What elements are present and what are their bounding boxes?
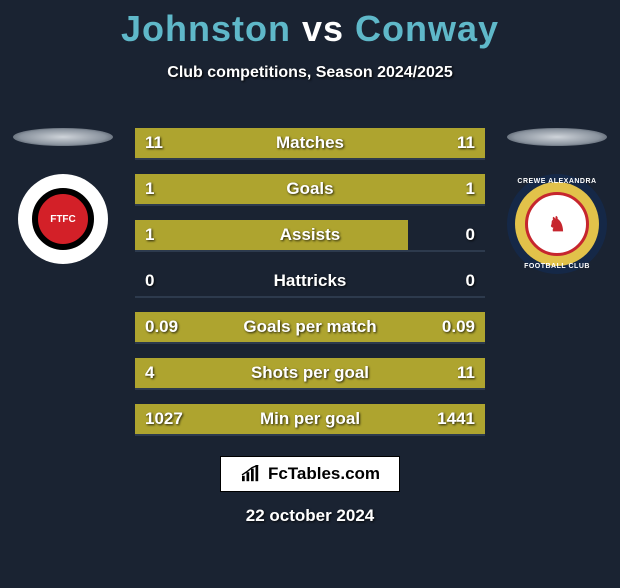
- club-right-badge-mid: ♞: [515, 182, 599, 266]
- bar-row: Goals11: [135, 174, 485, 206]
- bar-value-left: 0: [145, 271, 154, 291]
- bar-value-right: 0: [466, 271, 475, 291]
- club-right-container: CREWE ALEXANDRA ♞ FOOTBALL CLUB: [502, 128, 612, 274]
- shadow-ellipse-right: [507, 128, 607, 146]
- player2-name: Conway: [355, 8, 499, 49]
- player1-name: Johnston: [121, 8, 291, 49]
- bar-left-fill: [135, 404, 279, 434]
- bar-right-fill: [310, 174, 485, 204]
- footer-logo: FcTables.com: [220, 456, 400, 492]
- subtitle: Club competitions, Season 2024/2025: [0, 64, 620, 82]
- bar-row: Assists10: [135, 220, 485, 252]
- club-right-short: ♞: [548, 212, 566, 237]
- footer-logo-text: FcTables.com: [268, 464, 380, 484]
- club-right-badge-inner: ♞: [525, 192, 589, 256]
- club-left-badge: FTFC: [18, 174, 108, 264]
- bar-value-right: 0: [466, 225, 475, 245]
- footer-date: 22 october 2024: [0, 506, 620, 526]
- bar-row: Goals per match0.090.09: [135, 312, 485, 344]
- club-right-badge: CREWE ALEXANDRA ♞ FOOTBALL CLUB: [507, 174, 607, 274]
- bar-row: Shots per goal411: [135, 358, 485, 390]
- club-left-badge-inner: FTFC: [32, 188, 94, 250]
- vs-text: vs: [302, 8, 344, 49]
- bar-label: Hattricks: [135, 271, 485, 291]
- club-left-container: FTFC: [8, 128, 118, 264]
- bar-left-fill: [135, 220, 408, 250]
- comparison-title: Johnston vs Conway: [0, 8, 620, 50]
- bar-row: Matches1111: [135, 128, 485, 160]
- bar-right-fill: [310, 312, 485, 342]
- bar-left-fill: [135, 128, 310, 158]
- club-left-short: FTFC: [50, 214, 76, 225]
- bar-left-fill: [135, 174, 310, 204]
- bar-left-fill: [135, 358, 226, 388]
- club-right-text-bottom: FOOTBALL CLUB: [524, 263, 590, 270]
- bar-right-fill: [310, 128, 485, 158]
- bar-row: Min per goal10271441: [135, 404, 485, 436]
- bar-left-fill: [135, 312, 310, 342]
- comparison-bars: Matches1111Goals11Assists10Hattricks00Go…: [135, 128, 485, 436]
- bar-right-fill: [279, 404, 486, 434]
- bar-row: Hattricks0 0: [135, 266, 485, 298]
- club-right-text-top: CREWE ALEXANDRA: [517, 178, 596, 185]
- bar-right-fill: [226, 358, 485, 388]
- chart-icon: [240, 465, 262, 483]
- shadow-ellipse-left: [13, 128, 113, 146]
